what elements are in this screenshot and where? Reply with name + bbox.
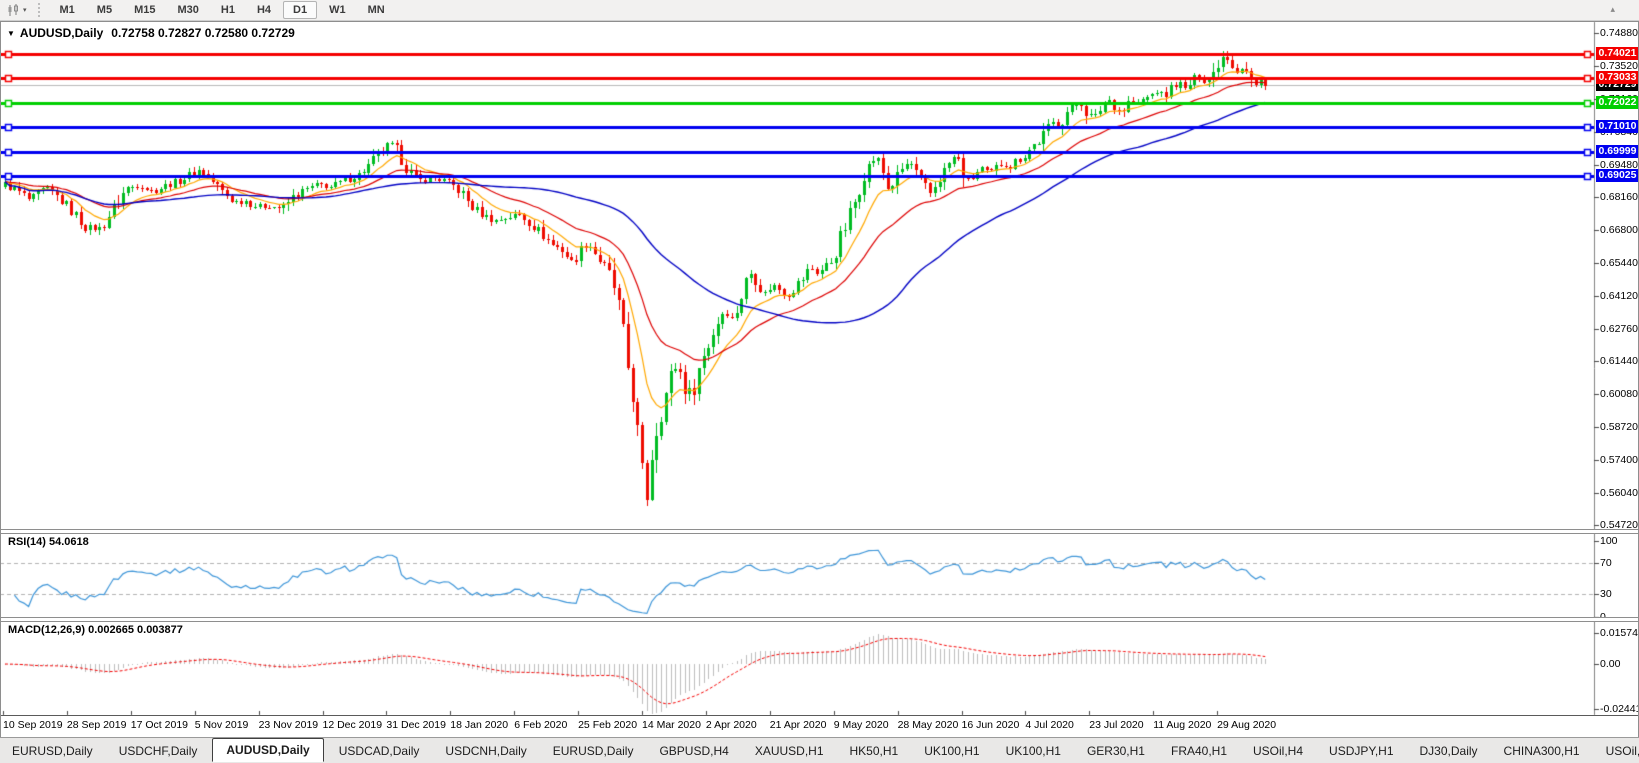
tab-eurusd-daily[interactable]: EURUSD,Daily (12, 743, 93, 758)
timeframe-button-group: M1 M5 M15 M30 H1 H4 D1 W1 MN (49, 1, 396, 19)
price-tick-label: 0.69480 (1600, 158, 1638, 171)
price-tick-label: 0.56040 (1600, 486, 1638, 499)
chart-title: ▼ AUDUSD,Daily 0.72758 0.72827 0.72580 0.7… (7, 26, 295, 40)
tab-gbpusd-h4[interactable]: GBPUSD,H4 (659, 743, 729, 758)
timeframe-button-m1[interactable]: M1 (59, 4, 75, 16)
level-price-badge: 0.69999 (1596, 145, 1639, 159)
tab-usdchf-daily[interactable]: USDCHF,Daily (118, 743, 198, 758)
tab-fra40-h1[interactable]: FRA40,H1 (1170, 743, 1228, 758)
date-tick-label: 11 Aug 2020 (1153, 719, 1212, 731)
rsi-tick-label: 30 (1600, 587, 1612, 600)
tab-uk100-h1[interactable]: UK100,H1 (924, 743, 980, 758)
macd-tick-label: 0.015741 (1600, 626, 1639, 639)
date-tick-label: 5 Nov 2019 (194, 719, 249, 731)
price-tick-label: 0.65440 (1600, 257, 1638, 270)
timeframe-button-h1[interactable]: H1 (220, 4, 235, 16)
date-tick-label: 2 Apr 2020 (705, 719, 757, 731)
date-tick-label: 18 Jan 2020 (450, 719, 509, 731)
price-tick-label: 0.66800 (1600, 224, 1638, 237)
date-tick-label: 6 Feb 2020 (514, 719, 568, 731)
date-tick-label: 23 Jul 2020 (1089, 719, 1144, 731)
price-tick-label: 0.57400 (1600, 453, 1638, 466)
date-tick-label: 16 Jun 2020 (961, 719, 1020, 731)
rsi-tick-label: 100 (1600, 534, 1618, 547)
tab-usoil-h4[interactable]: USOil,H4 (1253, 743, 1304, 758)
level-price-badge: 0.73033 (1596, 71, 1639, 85)
date-tick-label: 23 Nov 2019 (258, 719, 319, 731)
date-tick-label: 14 Mar 2020 (642, 719, 701, 731)
tab-usdcad-daily[interactable]: USDCAD,Daily (338, 743, 420, 758)
chart-plot-area[interactable] (0, 21, 1639, 737)
timeframe-button-m5[interactable]: M5 (96, 4, 113, 16)
macd-tick-label: -0.024412 (1600, 703, 1639, 715)
chart-window-left-border (0, 21, 1, 737)
price-tick-label: 0.58720 (1600, 421, 1638, 434)
date-tick-label: 21 Apr 2020 (769, 719, 827, 731)
price-tick-label: 0.64120 (1600, 289, 1638, 302)
date-tick-label: 12 Dec 2019 (322, 719, 383, 731)
price-tick-label: 0.61440 (1600, 355, 1638, 367)
timeframe-button-m30[interactable]: M30 (177, 4, 199, 16)
date-tick-label: 10 Sep 2019 (3, 719, 63, 731)
price-tick-label: 0.62760 (1600, 322, 1638, 335)
date-tick-label: 4 Jul 2020 (1025, 719, 1074, 731)
price-tick-label: 0.68160 (1600, 191, 1638, 203)
pane-splitter[interactable] (0, 617, 1639, 622)
toolbar-overflow-icon[interactable]: ▴ (1610, 4, 1615, 14)
timeframe-button-d1[interactable]: D1 (283, 1, 318, 19)
tab-china300-h1[interactable]: CHINA300,H1 (1503, 743, 1580, 758)
date-tick-label: 25 Feb 2020 (578, 719, 638, 731)
level-price-badge: 0.74021 (1596, 46, 1639, 60)
chevron-down-icon: ▾ (23, 7, 27, 14)
timeframe-button-w1[interactable]: W1 (329, 4, 346, 16)
rsi-indicator-label: RSI(14) 54.0618 (8, 536, 89, 548)
price-tick-label: 0.73520 (1600, 60, 1638, 73)
candlestick-chart-icon (8, 3, 18, 16)
timeframe-button-mn[interactable]: MN (367, 4, 385, 16)
date-tick-label: 28 Sep 2019 (66, 719, 127, 731)
rsi-tick-label: 70 (1600, 557, 1612, 570)
toolbar: ▾ M1 M5 M15 M30 H1 H4 D1 W1 MN ▴ (0, 0, 1639, 21)
timeframe-button-h4[interactable]: H4 (256, 4, 272, 16)
chart-dropdown-icon[interactable]: ▼ (7, 29, 15, 38)
chart-tab-bar: EURUSD,Daily USDCHF,Daily AUDUSD,Daily USDC… (0, 737, 1639, 763)
level-price-badge: 0.69025 (1596, 168, 1639, 182)
macd-tick-label: 0.00 (1600, 658, 1621, 670)
price-tick-label: 0.60080 (1600, 388, 1638, 401)
macd-indicator-label: MACD(12,26,9) 0.002665 0.003877 (8, 624, 183, 636)
timeframe-button-m15[interactable]: M15 (134, 4, 156, 16)
date-tick-label: 28 May 2020 (897, 719, 959, 731)
tab-usoil-h1[interactable]: USOil,H1 (1605, 743, 1639, 758)
date-tick-label: 29 Aug 2020 (1217, 719, 1277, 731)
level-price-badge: 0.72022 (1596, 95, 1639, 109)
level-price-badge: 0.71010 (1596, 120, 1639, 134)
pane-splitter[interactable] (0, 529, 1639, 534)
date-tick-label: 17 Oct 2019 (130, 719, 189, 731)
chart-symbol-title: AUDUSD,Daily (19, 26, 104, 40)
date-tick-label: 9 May 2020 (833, 719, 889, 731)
toolbar-grip (37, 3, 43, 17)
tab-hk50-h1[interactable]: HK50,H1 (849, 743, 899, 758)
chart-window-top-border (0, 21, 1639, 22)
tab-eurusd-daily[interactable]: EURUSD,Daily (552, 743, 634, 758)
date-axis-line (0, 715, 1639, 716)
tab-usdjpy-h1[interactable]: USDJPY,H1 (1329, 743, 1394, 758)
price-tick-label: 0.74880 (1600, 27, 1638, 39)
tab-dj30-daily[interactable]: DJ30,Daily (1419, 743, 1478, 758)
tab-uk100-h1[interactable]: UK100,H1 (1005, 743, 1061, 758)
chart-type-icon[interactable]: ▾ (4, 3, 30, 18)
chart-ohlc-values: 0.72758 0.72827 0.72580 0.72729 (111, 26, 295, 40)
rsi-tick-label: 0 (1600, 611, 1606, 623)
tab-usdcnh-daily[interactable]: USDCNH,Daily (445, 743, 527, 758)
tab-ger30-h1[interactable]: GER30,H1 (1086, 743, 1145, 758)
date-tick-label: 31 Dec 2019 (386, 719, 446, 731)
tab-audusd-daily[interactable]: AUDUSD,Daily (212, 737, 324, 762)
tab-xauusd-h1[interactable]: XAUUSD,H1 (754, 743, 824, 758)
price-tick-label: 0.54720 (1600, 519, 1638, 531)
